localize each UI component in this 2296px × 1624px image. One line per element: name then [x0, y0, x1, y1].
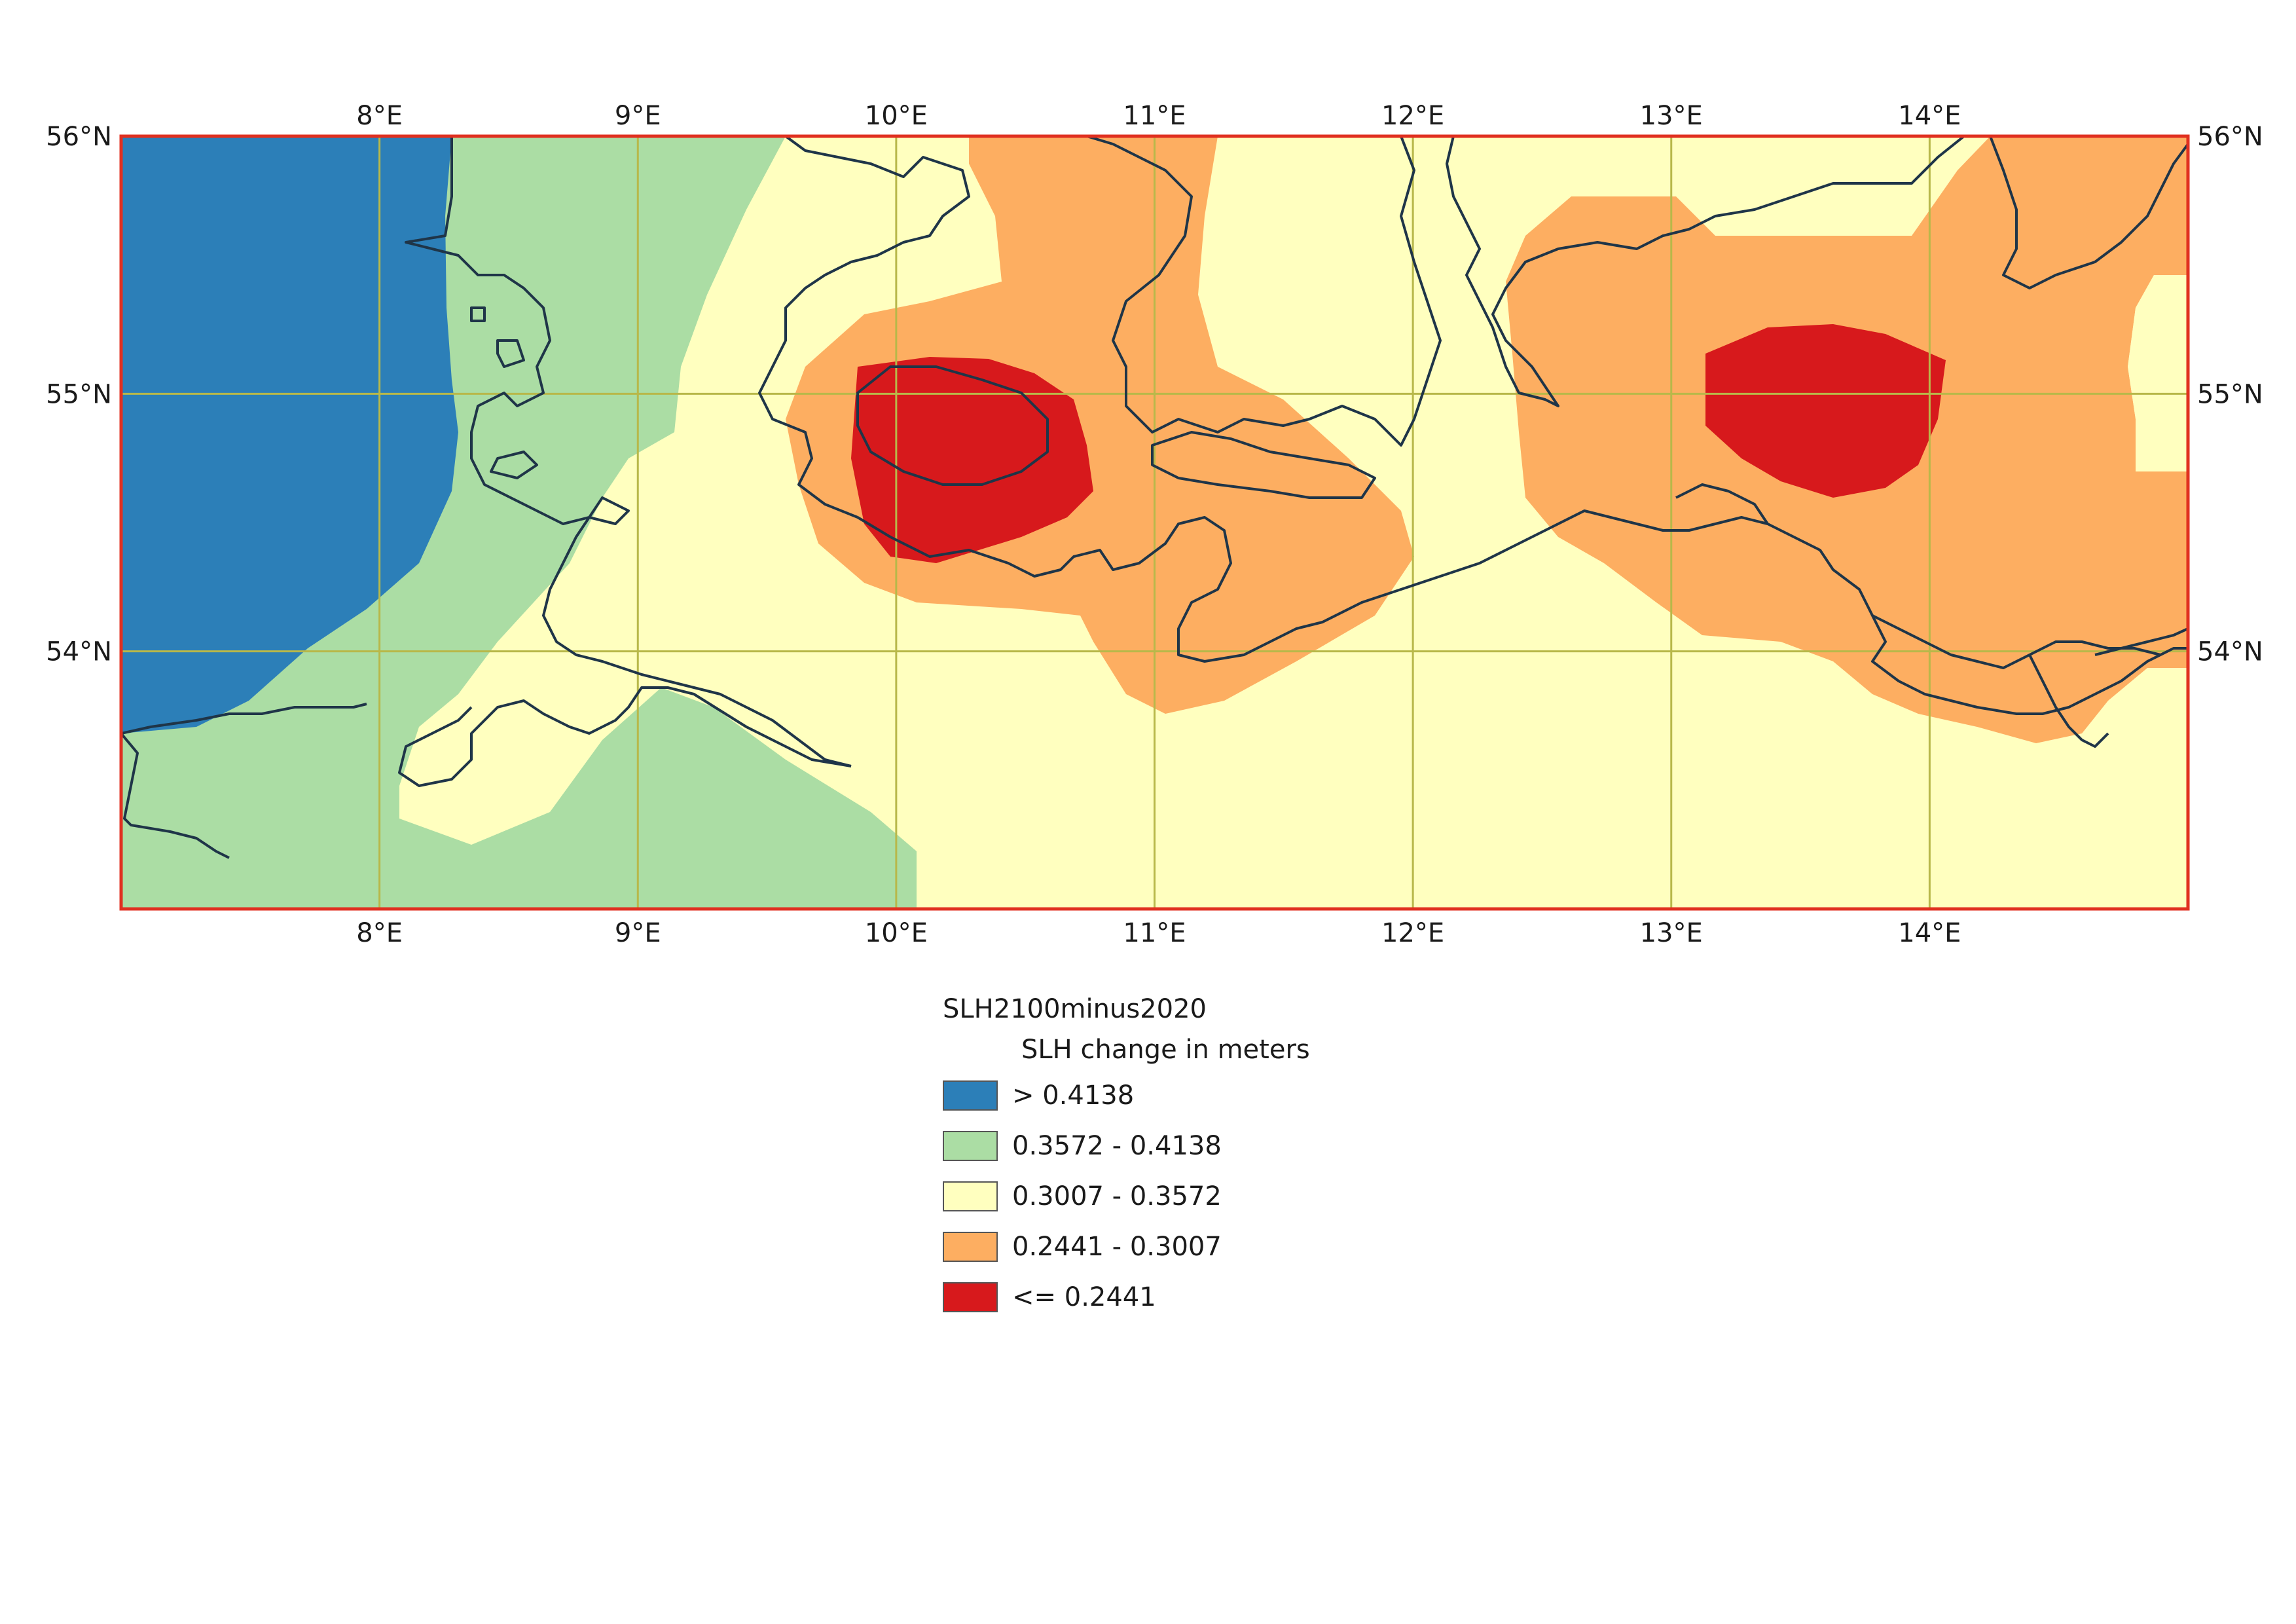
lon-tick-label-top: 10°E — [865, 101, 928, 131]
lon-tick-label-bottom: 13°E — [1640, 918, 1703, 948]
lon-tick-label-bottom: 11°E — [1123, 918, 1186, 948]
legend-item-class-2: 0.3572 - 0.4138 — [943, 1120, 1310, 1171]
lon-tick-label-bottom: 14°E — [1898, 918, 1961, 948]
legend-swatch — [943, 1282, 998, 1312]
legend-item-class-4: 0.2441 - 0.3007 — [943, 1221, 1310, 1272]
lon-tick-label-top: 13°E — [1640, 101, 1703, 131]
zone-red-2 — [1705, 324, 1946, 498]
coast-usedom — [1872, 614, 2161, 669]
coast-sweden-south — [1446, 136, 1965, 407]
legend-swatch — [943, 1231, 998, 1262]
legend-label: <= 0.2441 — [1012, 1282, 1156, 1312]
legend-subtitle: SLH change in meters — [1021, 1035, 1310, 1065]
coast-rugen — [1675, 483, 2188, 715]
island-frisian-2 — [496, 339, 525, 368]
zone-red-1 — [851, 357, 1093, 563]
island-frisian-3 — [470, 306, 486, 322]
graticule — [121, 136, 2188, 909]
lon-tick-label-top: 14°E — [1898, 101, 1961, 131]
coast-frisian — [121, 703, 367, 735]
legend-label: 0.2441 - 0.3007 — [1012, 1231, 1222, 1262]
lat-tick-label-right: 55°N — [2197, 379, 2263, 409]
lon-tick-label-top: 9°E — [615, 101, 661, 131]
lat-tick-label-right: 56°N — [2197, 122, 2263, 152]
lat-tick-label-right: 54°N — [2197, 637, 2263, 667]
lon-tick-label-top: 12°E — [1381, 101, 1444, 131]
coast-bornholm-skane — [1989, 136, 2188, 289]
lon-tick-label-top: 8°E — [356, 101, 403, 131]
legend-item-class-3: 0.3007 - 0.3572 — [943, 1171, 1310, 1221]
legend-title: SLH2100minus2020 — [943, 994, 1207, 1024]
legend-item-class-5: <= 0.2441 — [943, 1272, 1310, 1322]
lon-tick-label-bottom: 8°E — [356, 918, 403, 948]
coast-elbe-weser — [398, 686, 852, 787]
island-frisian-1 — [490, 451, 538, 479]
coast-fyn — [856, 365, 1049, 486]
coast-zealand — [1086, 136, 1442, 447]
lon-tick-label-bottom: 12°E — [1381, 918, 1444, 948]
coast-oder — [2028, 654, 2109, 748]
coastlines — [121, 136, 2188, 859]
zone-blue — [121, 136, 458, 733]
legend-swatch — [943, 1130, 998, 1161]
lat-tick-label-left: 54°N — [46, 637, 112, 667]
coast-lolland — [1151, 431, 1376, 499]
map-frame — [119, 134, 2190, 911]
legend: SLH2100minus2020 SLH change in meters > … — [943, 989, 1310, 1322]
legend-label: 0.3572 - 0.4138 — [1012, 1130, 1222, 1161]
lon-tick-label-bottom: 10°E — [865, 918, 928, 948]
coast-germany-baltic — [856, 509, 1768, 663]
coast-jutland-east — [758, 136, 970, 519]
coast-netherlands — [121, 732, 230, 859]
legend-item-class-1: > 0.4138 — [943, 1070, 1310, 1120]
coast-jutland-west — [405, 136, 852, 767]
tick-labels: 8°E 8°E 9°E 9°E 10°E 10°E 11°E 11°E 12°E 12°E 13°E… — [46, 101, 2263, 948]
legend-label: 0.3007 - 0.3572 — [1012, 1181, 1222, 1211]
zone-orange-1 — [786, 136, 1414, 714]
legend-label: > 0.4138 — [1012, 1080, 1135, 1111]
coast-poland — [2094, 627, 2188, 656]
zone-yellow-pocket-east — [2128, 275, 2188, 471]
lat-tick-label-left: 56°N — [46, 122, 112, 152]
legend-swatch — [943, 1080, 998, 1111]
legend-swatch — [943, 1181, 998, 1211]
lat-tick-label-left: 55°N — [46, 379, 112, 409]
lon-tick-label-top: 11°E — [1123, 101, 1186, 131]
lon-tick-label-bottom: 9°E — [615, 918, 661, 948]
